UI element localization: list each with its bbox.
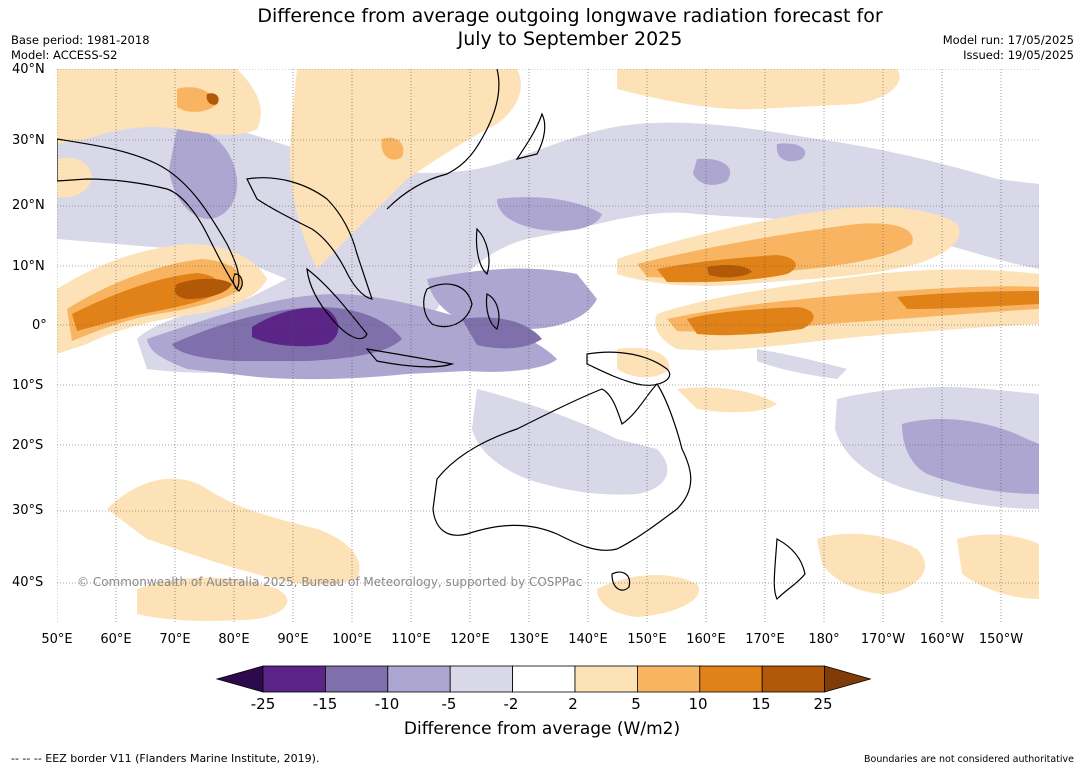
colorbar-tick: 25 bbox=[813, 695, 833, 713]
colorbar-extend-min bbox=[215, 665, 264, 693]
lon-label: 150°W bbox=[978, 632, 1024, 647]
colorbar bbox=[215, 665, 871, 693]
colorbar-swatch bbox=[387, 665, 451, 693]
title-line-1: Difference from average outgoing longwav… bbox=[257, 5, 883, 27]
base-period: Base period: 1981-2018 bbox=[11, 33, 150, 47]
colorbar-swatch bbox=[325, 665, 389, 693]
lat-label-10s: 10°S bbox=[12, 378, 44, 393]
graticule bbox=[57, 69, 1039, 623]
lon-label: 70°E bbox=[159, 632, 191, 647]
colorbar-tick: -2 bbox=[503, 695, 519, 713]
lat-label-equator: 0° bbox=[32, 318, 47, 333]
colorbar-swatch bbox=[699, 665, 763, 693]
anomaly-deepest-purple bbox=[252, 307, 339, 347]
lon-label: 50°E bbox=[41, 632, 73, 647]
meta-right: Model run: 17/05/2025 Issued: 19/05/2025 bbox=[943, 33, 1074, 63]
lon-label: 140°E bbox=[568, 632, 608, 647]
lon-label: 110°E bbox=[391, 632, 431, 647]
colorbar-tick: 10 bbox=[688, 695, 708, 713]
title-line-2: July to September 2025 bbox=[457, 28, 683, 50]
lat-label-30s: 30°S bbox=[12, 503, 44, 518]
page-title: Difference from average outgoing longwav… bbox=[150, 5, 990, 51]
lon-label: 170°W bbox=[860, 632, 906, 647]
colorbar-swatch bbox=[636, 665, 701, 693]
colorbar-tick: 2 bbox=[568, 695, 578, 713]
boundary-note: Boundaries are not considered authoritat… bbox=[864, 754, 1074, 765]
colorbar-swatch bbox=[512, 665, 576, 693]
colorbar-extend-max bbox=[824, 665, 871, 693]
meta-left: Base period: 1981-2018 Model: ACCESS-S2 bbox=[11, 33, 150, 63]
lon-label: 130°E bbox=[509, 632, 549, 647]
anomaly-deepest-orange bbox=[174, 93, 752, 299]
lon-label: 120°E bbox=[450, 632, 490, 647]
lon-label: 100°E bbox=[332, 632, 372, 647]
colorbar-title: Difference from average (W/m2) bbox=[403, 719, 681, 739]
lon-label: 60°E bbox=[100, 632, 132, 647]
lat-label-20s: 20°S bbox=[12, 438, 44, 453]
lat-label-30n: 30°N bbox=[12, 133, 45, 148]
lon-label: 180° bbox=[808, 632, 840, 647]
colorbar-tick: 5 bbox=[631, 695, 641, 713]
lat-label-10n: 10°N bbox=[12, 259, 45, 274]
model-name: Model: ACCESS-S2 bbox=[11, 48, 118, 62]
lon-label: 160°W bbox=[919, 632, 965, 647]
lon-label: 150°E bbox=[627, 632, 667, 647]
lon-label: 170°E bbox=[745, 632, 785, 647]
lat-label-40s: 40°S bbox=[12, 575, 44, 590]
colorbar-tick: -15 bbox=[312, 695, 338, 713]
lon-label: 90°E bbox=[277, 632, 309, 647]
colorbar-swatch bbox=[262, 665, 326, 693]
colorbar-tick: -25 bbox=[250, 695, 276, 713]
colorbar-tick: -10 bbox=[374, 695, 400, 713]
model-run: Model run: 17/05/2025 bbox=[942, 33, 1074, 47]
coastlines bbox=[57, 69, 806, 601]
colorbar-tick: 15 bbox=[751, 695, 771, 713]
colorbar-swatch bbox=[574, 665, 638, 693]
lat-label-20n: 20°N bbox=[12, 198, 45, 213]
eez-note: -- -- -- EEZ border V11 (Flanders Marine… bbox=[11, 752, 320, 765]
colorbar-tick: -5 bbox=[441, 695, 457, 713]
issued-date: Issued: 19/05/2025 bbox=[963, 48, 1074, 62]
map-panel bbox=[57, 69, 1039, 623]
copyright-notice: © Commonwealth of Australia 2025, Bureau… bbox=[77, 575, 583, 589]
colorbar-swatch bbox=[449, 665, 513, 693]
lon-label: 160°E bbox=[686, 632, 726, 647]
lat-label-40n: 40°N bbox=[12, 62, 45, 77]
colorbar-swatch bbox=[761, 665, 826, 693]
lon-label: 80°E bbox=[218, 632, 250, 647]
